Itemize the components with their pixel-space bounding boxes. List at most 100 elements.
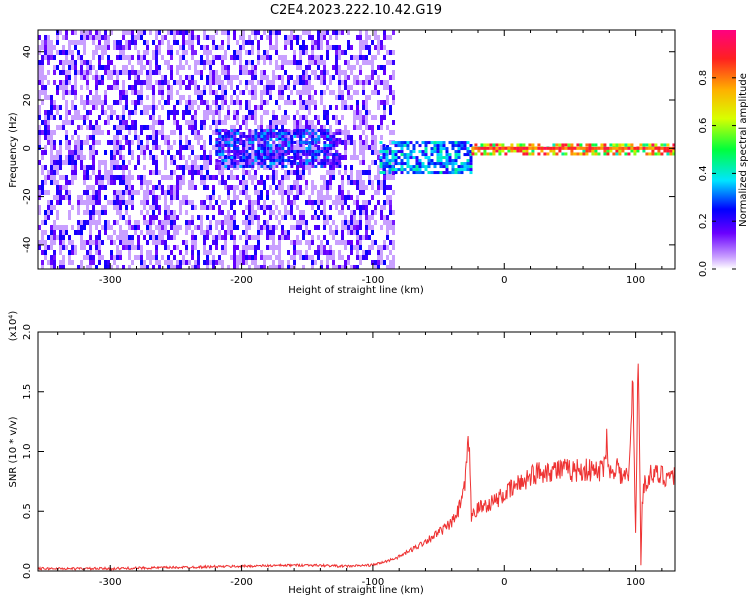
heatmap-cell [89, 100, 92, 105]
heatmap-cell [38, 80, 41, 85]
heatmap-cell [128, 75, 131, 80]
heatmap-cell [170, 155, 173, 160]
heatmap-cell [134, 35, 137, 40]
heatmap-cell [173, 155, 176, 160]
heatmap-cell [380, 100, 383, 105]
heatmap-cell [296, 164, 300, 168]
heatmap-cell [618, 143, 622, 147]
heatmap-cell [176, 65, 179, 70]
heatmap-cell [281, 164, 285, 168]
heatmap-cell [218, 143, 222, 147]
heatmap-cell [191, 105, 194, 110]
heatmap-cell [609, 143, 613, 147]
heatmap-cell [200, 120, 203, 125]
heatmap-cell [350, 65, 353, 70]
heatmap-cell [59, 145, 62, 150]
heatmap-cell [224, 137, 228, 141]
heatmap-cell [299, 155, 303, 159]
heatmap-cell [576, 146, 580, 150]
heatmap-cell [98, 125, 101, 130]
heatmap-cell [445, 156, 449, 160]
heatmap-cell [104, 150, 107, 155]
heatmap-cell [92, 130, 95, 135]
heatmap-cell [263, 131, 267, 135]
heatmap-cell [155, 240, 158, 245]
heatmap-cell [113, 145, 116, 150]
heatmap-cell [433, 144, 437, 148]
heatmap-cell [233, 75, 236, 80]
heatmap-cell [119, 125, 122, 130]
heatmap-cell [83, 60, 86, 65]
heatmap-cell [119, 205, 122, 210]
heatmap-cell [104, 90, 107, 95]
heatmap-cell [281, 75, 284, 80]
heatmap-cell [119, 50, 122, 55]
heatmap-cell [356, 155, 359, 160]
heatmap-cell [382, 165, 386, 169]
heatmap-cell [308, 110, 311, 115]
heatmap-cell [125, 55, 128, 60]
heatmap-cell [212, 70, 215, 75]
heatmap-cell [41, 265, 44, 269]
heatmap-cell [233, 125, 236, 130]
heatmap-cell [293, 128, 297, 132]
heatmap-cell [167, 190, 170, 195]
heatmap-cell [239, 65, 242, 70]
heatmap-cell [296, 145, 299, 150]
heatmap-cell [284, 137, 288, 141]
heatmap-cell [338, 80, 341, 85]
heatmap-cell [185, 245, 188, 250]
heatmap-cell [128, 160, 131, 165]
heatmap-cell [68, 150, 71, 155]
heatmap-cell [606, 149, 610, 153]
heatmap-cell [56, 65, 59, 70]
heatmap-cell [332, 255, 335, 260]
heatmap-cell [218, 105, 221, 110]
heatmap-cell [143, 180, 146, 185]
heatmap-cell [383, 110, 386, 115]
heatmap-cell [457, 144, 461, 148]
heatmap-cell [149, 105, 152, 110]
heatmap-cell [299, 220, 302, 225]
heatmap-cell [89, 120, 92, 125]
y-tick-label: -20 [22, 188, 33, 204]
heatmap-cell [164, 205, 167, 210]
heatmap-cell [104, 210, 107, 215]
heatmap-cell [287, 75, 290, 80]
heatmap-cell [454, 144, 458, 148]
heatmap-cell [53, 55, 56, 60]
heatmap-cell [98, 190, 101, 195]
heatmap-cell [125, 245, 128, 250]
heatmap-cell [263, 90, 266, 95]
heatmap-cell [374, 135, 377, 140]
heatmap-cell [293, 80, 296, 85]
heatmap-cell [284, 70, 287, 75]
heatmap-cell [209, 230, 212, 235]
heatmap-cell [152, 190, 155, 195]
heatmap-cell [266, 175, 269, 180]
heatmap-cell [299, 90, 302, 95]
heatmap-cell [71, 225, 74, 230]
heatmap-cell [257, 240, 260, 245]
heatmap-cell [266, 225, 269, 230]
heatmap-cell [125, 125, 128, 130]
heatmap-cell [368, 215, 371, 220]
heatmap-cell [227, 30, 230, 35]
heatmap-cell [528, 146, 532, 150]
heatmap-cell [546, 152, 550, 156]
heatmap-cell [164, 200, 167, 205]
heatmap-cell [305, 240, 308, 245]
heatmap-cell [323, 70, 326, 75]
heatmap-cell [206, 35, 209, 40]
heatmap-cell [275, 115, 278, 120]
heatmap-cell [269, 235, 272, 240]
heatmap-cell [122, 155, 125, 160]
heatmap-cell [251, 110, 254, 115]
heatmap-cell [242, 65, 245, 70]
heatmap-cell [338, 95, 341, 100]
heatmap-cell [113, 135, 116, 140]
heatmap-cell [302, 265, 305, 269]
heatmap-cell [116, 160, 119, 165]
heatmap-cell [188, 225, 191, 230]
heatmap-cell [89, 195, 92, 200]
